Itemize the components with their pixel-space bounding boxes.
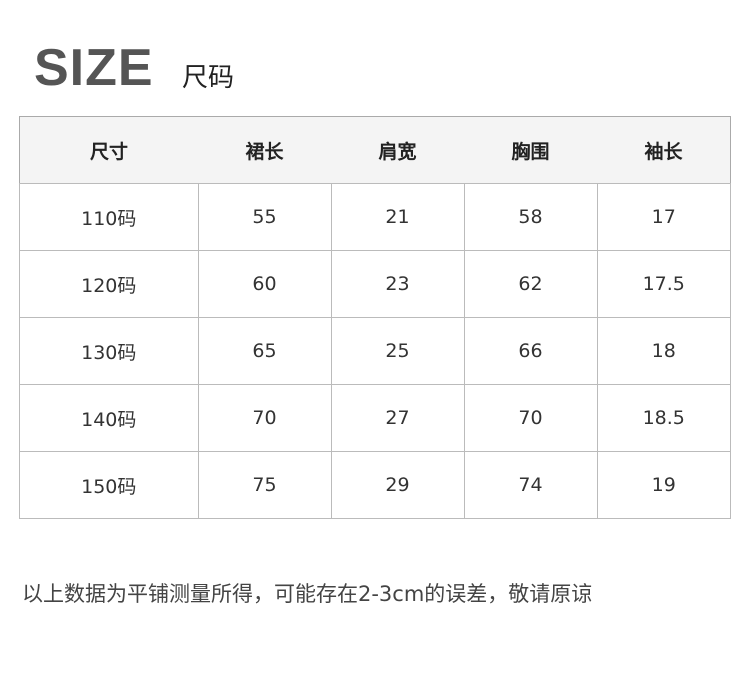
table-cell: 120码 — [19, 250, 199, 318]
table-cell: 17.5 — [596, 250, 731, 318]
table-cell: 29 — [330, 451, 465, 519]
table-cell: 60 — [197, 250, 332, 318]
table-cell: 70 — [463, 384, 598, 452]
table-cell: 19 — [596, 451, 731, 519]
table-cell: 65 — [197, 317, 332, 385]
table-cell: 74 — [463, 451, 598, 519]
size-title: SIZE — [34, 39, 154, 97]
size-table: 尺寸 裙长 肩宽 胸围 袖长 110码 55 21 58 17 120码 60 23 62 17.… — [19, 116, 731, 519]
table-cell: 27 — [330, 384, 465, 452]
table-cell: 130码 — [19, 317, 199, 385]
header-chest: 胸围 — [464, 116, 597, 184]
table-cell: 25 — [330, 317, 465, 385]
table-row: 140码 70 27 70 18.5 — [19, 384, 731, 452]
table-cell: 18.5 — [596, 384, 731, 452]
table-header-row: 尺寸 裙长 肩宽 胸围 袖长 — [19, 116, 731, 184]
table-cell: 66 — [463, 317, 598, 385]
size-subtitle: 尺码 — [182, 63, 235, 93]
table-row: 150码 75 29 74 19 — [19, 451, 731, 519]
table-cell: 55 — [197, 183, 332, 251]
table-row: 120码 60 23 62 17.5 — [19, 250, 731, 318]
table-cell: 21 — [330, 183, 465, 251]
table-cell: 70 — [197, 384, 332, 452]
header-sleeve: 袖长 — [597, 116, 731, 184]
table-cell: 58 — [463, 183, 598, 251]
table-cell: 62 — [463, 250, 598, 318]
table-cell: 140码 — [19, 384, 199, 452]
table-cell: 23 — [330, 250, 465, 318]
table-cell: 18 — [596, 317, 731, 385]
table-cell: 75 — [197, 451, 332, 519]
table-row: 130码 65 25 66 18 — [19, 317, 731, 385]
header-shoulder: 肩宽 — [331, 116, 464, 184]
table-cell: 150码 — [19, 451, 199, 519]
measurement-note: 以上数据为平铺测量所得，可能存在2-3cm的误差，敬请原谅 — [22, 582, 593, 606]
table-cell: 17 — [596, 183, 731, 251]
header-dress-length: 裙长 — [198, 116, 331, 184]
table-row: 110码 55 21 58 17 — [19, 183, 731, 251]
header-size: 尺寸 — [19, 116, 198, 184]
table-cell: 110码 — [19, 183, 199, 251]
